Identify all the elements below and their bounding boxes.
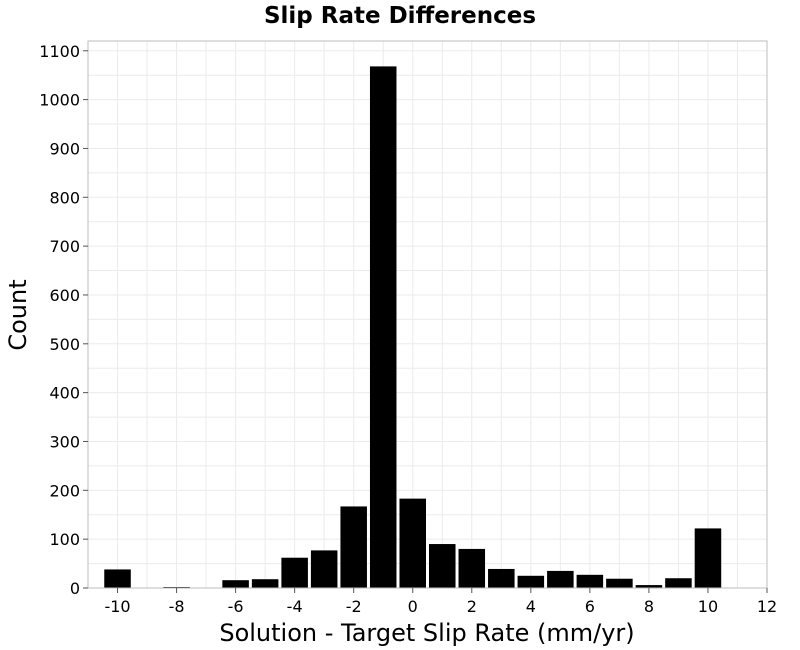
- histogram-bar: [694, 528, 722, 588]
- y-tick-label: 900: [49, 139, 80, 158]
- x-tick-label: 4: [526, 597, 536, 616]
- histogram-bar: [547, 570, 574, 588]
- histogram-bar: [251, 579, 279, 588]
- x-tick-label: 8: [644, 597, 654, 616]
- x-axis-label: Solution - Target Slip Rate (mm/yr): [219, 619, 634, 647]
- x-tick-label: 12: [757, 597, 777, 616]
- histogram-bar: [635, 585, 663, 588]
- x-tick-label: -2: [346, 597, 362, 616]
- histogram-bar: [310, 550, 338, 588]
- bars-layer: [104, 66, 722, 589]
- histogram-bar: [281, 557, 308, 588]
- histogram-bar: [576, 574, 604, 588]
- histogram-bar: [665, 578, 692, 588]
- histogram-bar: [104, 569, 131, 588]
- histogram-bar: [340, 506, 367, 588]
- x-tick-label: -8: [169, 597, 185, 616]
- histogram-bar: [222, 580, 249, 588]
- ticks-layer: -10 -8 -6 -4 -2 0 2 4 6 8 10 12 0 100 200 300 400 500 600 7…: [39, 42, 777, 616]
- y-tick-label: 0: [70, 579, 80, 598]
- histogram-bar: [429, 544, 456, 588]
- y-tick-label: 300: [49, 432, 80, 451]
- chart-title: Slip Rate Differences: [264, 3, 536, 29]
- x-tick-label: 10: [698, 597, 718, 616]
- x-tick-label: 0: [408, 597, 418, 616]
- histogram-bar: [458, 548, 486, 588]
- x-tick-label: -4: [287, 597, 303, 616]
- y-tick-label: 700: [49, 237, 80, 256]
- y-tick-label: 1100: [39, 42, 80, 61]
- histogram-bar: [606, 578, 633, 588]
- histogram-bar: [399, 498, 426, 588]
- y-tick-label: 200: [49, 481, 80, 500]
- y-tick-label: 600: [49, 286, 80, 305]
- histogram-bar: [488, 568, 515, 588]
- y-tick-label: 1000: [39, 91, 80, 110]
- histogram-bar: [369, 66, 397, 589]
- y-axis-label: Count: [4, 279, 32, 350]
- y-tick-label: 800: [49, 188, 80, 207]
- plot-frame: [87, 40, 768, 589]
- y-tick-label: 400: [49, 384, 80, 403]
- x-tick-label: 6: [585, 597, 595, 616]
- histogram-bar: [517, 575, 545, 588]
- x-tick-label: -6: [228, 597, 244, 616]
- x-tick-label: -10: [104, 597, 130, 616]
- grid-layer: [87, 41, 768, 589]
- y-tick-label: 100: [49, 530, 80, 549]
- x-tick-label: 2: [467, 597, 477, 616]
- y-tick-label: 500: [49, 335, 80, 354]
